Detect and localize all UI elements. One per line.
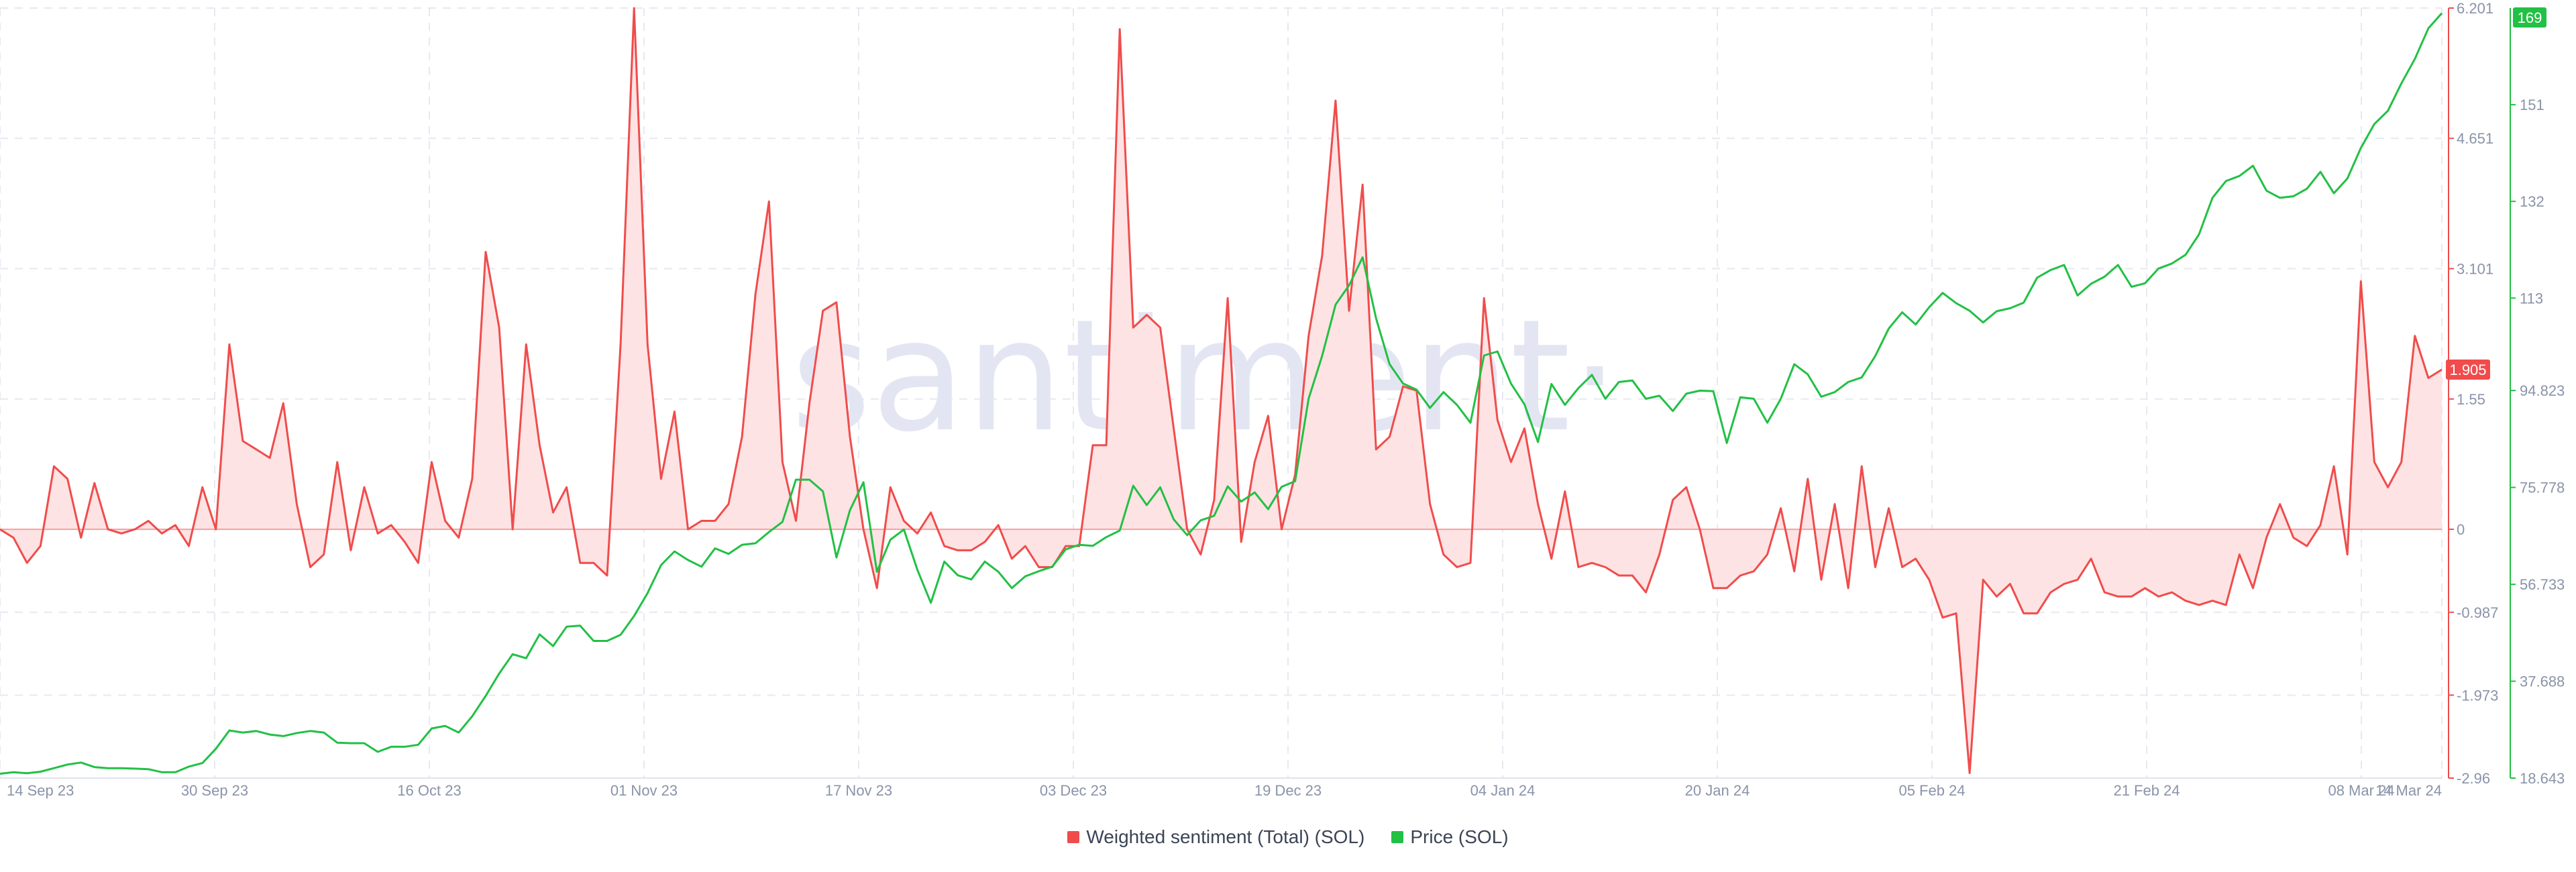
sentiment-tick-label: -1.973 (2457, 687, 2498, 704)
x-tick-label: 04 Jan 24 (1470, 782, 1536, 799)
x-tick-label: 20 Jan 24 (1685, 782, 1750, 799)
watermark: ·santiment· (742, 287, 1619, 466)
legend: Weighted sentiment (Total) (SOL) Price (… (0, 826, 2576, 848)
legend-swatch-price (1391, 831, 1404, 843)
value-badges: 1.905 169 (2446, 7, 2546, 380)
series-line-price (0, 12, 2443, 775)
price-axis-ticks: 151 132 113 94.823 75.778 56.733 37.688 18.643 (2510, 97, 2565, 787)
sentiment-tick-label: 6.201 (2457, 0, 2493, 17)
sentiment-tick-label: 1.55 (2457, 391, 2485, 408)
sentiment-tick-label: 0 (2457, 521, 2465, 538)
price-tick-label: 18.643 (2520, 770, 2565, 787)
legend-item-price[interactable]: Price (SOL) (1391, 826, 1509, 848)
price-tick-label: 132 (2520, 193, 2544, 210)
grid (0, 7, 2443, 779)
series-line-sentiment (0, 7, 2443, 774)
sentiment-tick-label: 3.101 (2457, 260, 2493, 277)
x-tick-label: 16 Oct 23 (397, 782, 461, 799)
x-tick-label: 08 Mar 24 (2328, 782, 2394, 799)
price-tick-label: 56.733 (2520, 576, 2565, 593)
x-tick-label: 17 Nov 23 (825, 782, 892, 799)
x-axis-ticks: 14 Sep 23 30 Sep 23 16 Oct 23 01 Nov 23 17 N… (7, 782, 2442, 799)
price-tick-label: 113 (2520, 290, 2543, 307)
price-tick-label: 75.778 (2520, 480, 2565, 496)
x-tick-label: 19 Dec 23 (1254, 782, 1322, 799)
legend-swatch-sentiment (1067, 831, 1080, 843)
x-tick-label: 03 Dec 23 (1040, 782, 1107, 799)
sentiment-area (0, 8, 2442, 773)
sentiment-last-badge (2446, 359, 2490, 380)
x-tick-label: 05 Feb 24 (1898, 782, 1965, 799)
legend-label-sentiment: Weighted sentiment (Total) (SOL) (1086, 826, 1365, 847)
price-tick-label: 37.688 (2520, 673, 2565, 690)
sentiment-tick-label: 4.651 (2457, 130, 2493, 147)
x-tick-label: 30 Sep 23 (181, 782, 248, 799)
price-last-badge (2513, 7, 2546, 28)
x-tick-label: 21 Feb 24 (2113, 782, 2180, 799)
sentiment-tick-label: -0.987 (2457, 604, 2498, 621)
price-tick-label: 151 (2520, 97, 2544, 113)
x-tick-label: 01 Nov 23 (610, 782, 678, 799)
price-tick-label: 94.823 (2520, 382, 2565, 399)
series-lines (0, 7, 2443, 775)
price-last-value: 169 (2518, 9, 2542, 26)
sentiment-last-value: 1.905 (2449, 362, 2486, 378)
sentiment-axis-ticks: 6.201 4.651 3.101 1.55 0 -0.987 -1.973 -2.96 (2449, 0, 2498, 787)
legend-label-price: Price (SOL) (1410, 826, 1509, 847)
x-tick-label: 14 Sep 23 (7, 782, 74, 799)
sentiment-tick-label: -2.96 (2457, 770, 2490, 787)
legend-item-sentiment[interactable]: Weighted sentiment (Total) (SOL) (1067, 826, 1364, 848)
x-tick-label: 14 Mar 24 (2375, 782, 2442, 799)
sentiment-fill-area (0, 8, 2442, 773)
axes (0, 8, 2511, 779)
